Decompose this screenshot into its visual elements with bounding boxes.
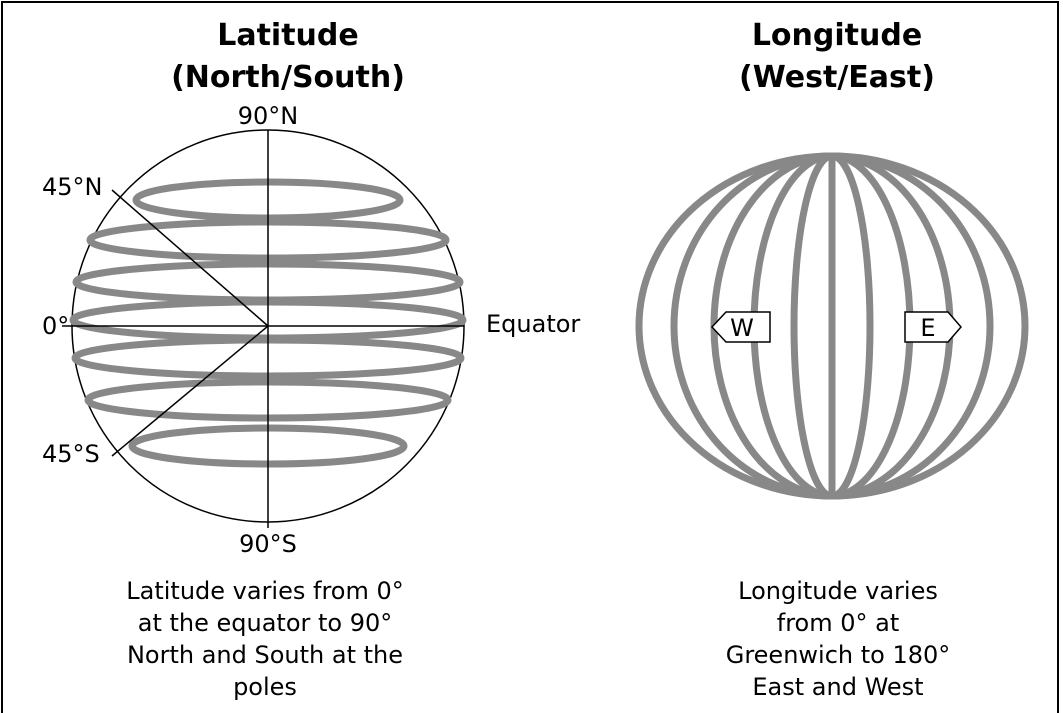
angle-line bbox=[111, 189, 269, 327]
label: Equator bbox=[486, 310, 580, 338]
label: 90°N bbox=[238, 102, 299, 130]
east-arrow bbox=[904, 311, 962, 343]
longitude-globe bbox=[635, 152, 1029, 500]
label: W bbox=[730, 314, 754, 342]
caption: at the equator to 90° bbox=[138, 609, 393, 637]
label: 0° bbox=[42, 312, 69, 340]
latitude-globe bbox=[62, 129, 467, 528]
caption: poles bbox=[233, 673, 297, 701]
label: 45°S bbox=[42, 440, 100, 468]
title: Longitude bbox=[752, 18, 922, 53]
caption: North and South at the bbox=[127, 641, 403, 669]
label: E bbox=[920, 314, 935, 342]
caption: Longitude varies bbox=[738, 577, 938, 605]
title: (North/South) bbox=[171, 60, 405, 95]
caption: from 0° at bbox=[777, 609, 900, 637]
angle-line bbox=[111, 325, 269, 457]
west-arrow bbox=[710, 311, 771, 343]
label: 45°N bbox=[42, 173, 103, 201]
caption: East and West bbox=[752, 673, 923, 701]
title: (West/East) bbox=[739, 60, 935, 95]
caption: Latitude varies from 0° bbox=[126, 577, 404, 605]
caption: Greenwich to 180° bbox=[726, 641, 951, 669]
title: Latitude bbox=[217, 18, 359, 53]
label: 90°S bbox=[239, 530, 297, 558]
